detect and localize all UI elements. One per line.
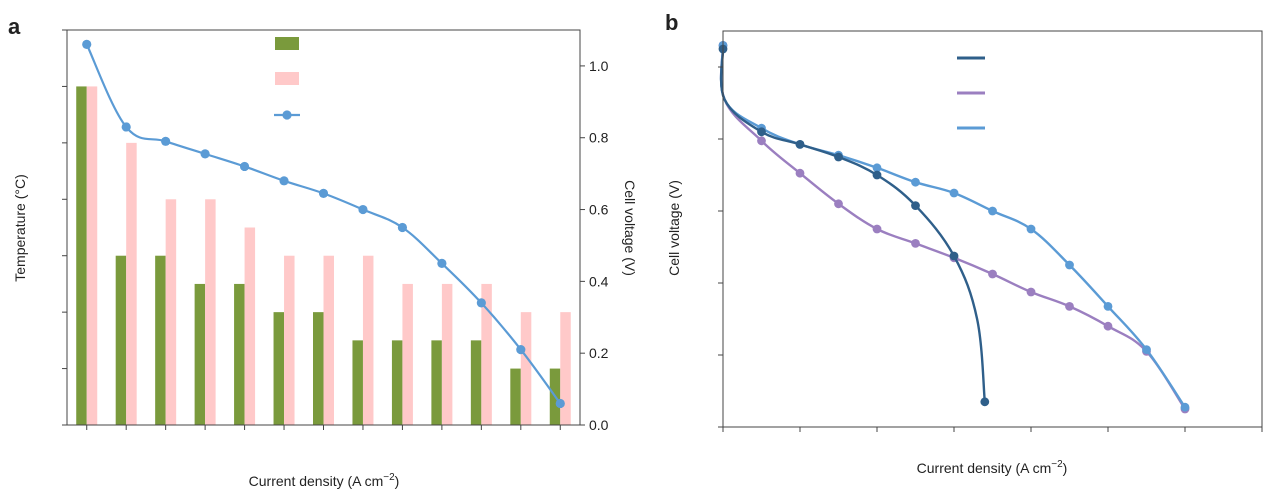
series-point-0 (795, 140, 805, 149)
cathode-dew-point-bar (362, 255, 374, 425)
panel-b-xlabel: Current density (A cm−2) (917, 459, 1068, 476)
panel-b-y-ticks (718, 66, 723, 428)
panel-a-ylabel-right: Cell voltage (V) (622, 180, 638, 276)
y-right-tick-label: 1.0 (589, 58, 609, 74)
series-point-1 (1026, 287, 1036, 297)
series-point-2 (872, 163, 882, 173)
series-point-2 (1065, 260, 1074, 270)
series-point-1 (1065, 302, 1074, 311)
anode-dew-point-bar (431, 340, 442, 425)
panel-a-letter: a (8, 14, 21, 39)
anode-dew-point-bar (352, 340, 363, 425)
cathode-dew-point-bar (560, 312, 571, 425)
panel-a-y-ticks (62, 29, 67, 426)
series-point-2 (1142, 345, 1151, 354)
series-point-2 (988, 206, 997, 216)
series-point-0 (980, 397, 990, 407)
series-line-2 (719, 45, 1186, 408)
cathode-dew-point-bar (284, 255, 295, 425)
series-point-0 (872, 170, 882, 180)
anode-dew-point-bar (115, 255, 127, 425)
optimized-voltage-point (358, 204, 368, 215)
optimized-voltage-point (200, 149, 210, 159)
panel-b-legend (957, 56, 985, 130)
series-point-2 (1180, 402, 1190, 412)
series-point-1 (834, 199, 843, 209)
optimized-voltage-point (279, 176, 289, 186)
cathode-dew-point-bar (86, 86, 98, 425)
series-point-0 (757, 127, 766, 137)
panel-a-legend (274, 37, 300, 120)
anode-dew-point-bar (470, 340, 482, 425)
series-line-0 (719, 48, 986, 402)
anode-dew-point-bar (273, 312, 285, 425)
anode-dew-point-bar (391, 340, 403, 425)
optimized-voltage-point (555, 398, 565, 409)
series-point-1 (795, 168, 805, 178)
anode-dew-point-bar (76, 86, 87, 425)
optimized-voltage-point (397, 222, 408, 233)
panel-b-lines (718, 41, 1190, 414)
cathode-dew-point-bar (244, 227, 256, 425)
optimized-voltage-point (318, 188, 329, 198)
series-point-1 (757, 136, 766, 146)
cathode-dew-point-bar (205, 199, 216, 425)
legend-swatch-0 (275, 37, 299, 50)
y-right-tick-label: 0.4 (589, 273, 609, 289)
cathode-dew-point-bar (165, 199, 177, 425)
series-point-0 (949, 251, 959, 261)
y-right-tick-label: 0.2 (589, 345, 609, 361)
series-point-1 (872, 224, 882, 234)
series-point-2 (911, 177, 920, 187)
optimized-voltage-point (82, 39, 92, 49)
cathode-dew-point-bar (402, 283, 413, 425)
cathode-dew-point-bar (323, 255, 334, 425)
series-point-1 (988, 269, 997, 279)
anode-dew-point-bar (234, 283, 245, 425)
series-point-0 (834, 152, 843, 162)
panel-b-plot-frame (722, 30, 1263, 428)
series-point-0 (911, 201, 920, 211)
cathode-dew-point-bar (126, 142, 137, 425)
panel-b-x-ticks (722, 427, 1263, 432)
anode-dew-point-bar (510, 368, 521, 425)
series-line-1 (719, 45, 1186, 410)
panel-a-line (82, 39, 565, 409)
optimized-voltage-point (516, 344, 526, 355)
panel-b: b Cell voltage (V) Current density (A cm… (665, 10, 1263, 476)
panel-a: a 0.0 0.2 0.4 0.6 0.8 1.0 Temperature (°C) Ce… (8, 14, 638, 489)
cathode-dew-point-bar (481, 283, 492, 425)
panel-a-bars (76, 86, 571, 425)
panel-a-ylabel: Temperature (°C) (12, 174, 28, 282)
series-point-2 (949, 188, 959, 198)
optimized-voltage-point (121, 122, 131, 132)
optimized-voltage-point (476, 298, 486, 308)
panel-b-letter: b (665, 10, 678, 35)
series-point-2 (1026, 224, 1036, 234)
optimized-voltage-point (239, 161, 250, 172)
anode-dew-point-bar (313, 312, 324, 425)
anode-dew-point-bar (194, 283, 206, 425)
optimized-voltage-point (437, 258, 447, 269)
legend-marker-2 (282, 110, 292, 120)
series-point-2 (1103, 302, 1113, 311)
cathode-dew-point-bar (520, 312, 532, 425)
optimized-voltage-point (161, 136, 171, 146)
panel-a-x-ticks (86, 425, 561, 430)
cathode-dew-point-bar (441, 283, 453, 425)
anode-dew-point-bar (155, 255, 166, 425)
panel-a-xlabel: Current density (A cm−2) (249, 472, 400, 489)
y-right-tick-label: 0.6 (589, 202, 609, 218)
panel-b-ylabel: Cell voltage (V) (666, 180, 682, 276)
panel-a-y-ticks-right: 0.0 0.2 0.4 0.6 0.8 1.0 (580, 58, 609, 433)
legend-swatch-1 (275, 72, 299, 85)
y-right-tick-label: 0.8 (589, 130, 609, 146)
y-right-tick-label: 0.0 (589, 417, 609, 433)
series-point-1 (1103, 321, 1113, 331)
series-point-1 (911, 239, 920, 248)
